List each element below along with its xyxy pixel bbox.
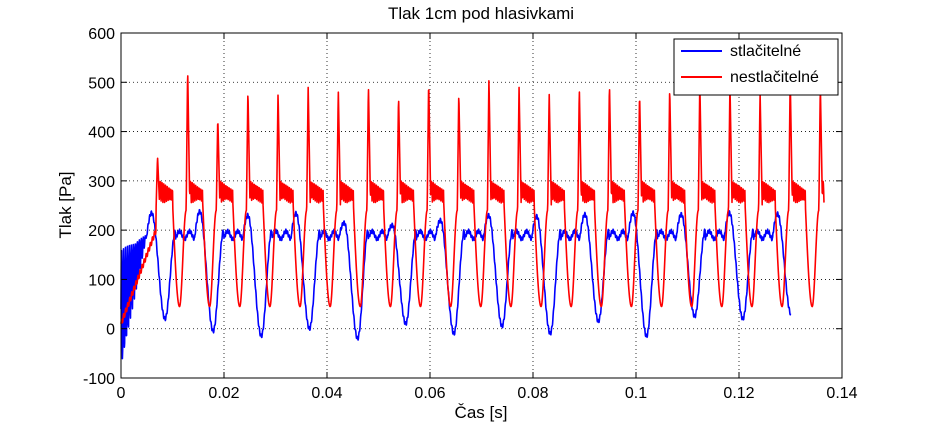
y-tick-label: 200 xyxy=(88,223,115,240)
y-tick-label: 500 xyxy=(88,75,115,92)
series-line-nestlacitelne xyxy=(120,75,825,324)
x-axis-title: Čas [s] xyxy=(455,403,508,422)
series-line-stlacitelne xyxy=(120,208,792,360)
x-tick-label: 0.14 xyxy=(826,385,857,402)
x-tick-label: 0.06 xyxy=(414,385,445,402)
x-tick-label: 0.02 xyxy=(208,385,239,402)
y-tick-label: -100 xyxy=(83,371,115,388)
x-tick-label: 0.04 xyxy=(311,385,342,402)
y-tick-label: 300 xyxy=(88,174,115,191)
y-tick-label: 600 xyxy=(88,26,115,43)
tick-labels: 0 0.02 0.04 0.06 0.08 0.1 0.12 0.14-10001002003… xyxy=(83,26,858,402)
plot-frame xyxy=(120,32,843,379)
chart-title: Tlak 1cm pod hlasivkami xyxy=(388,4,574,23)
y-axis-title: Tlak [Pa] xyxy=(56,171,75,238)
legend: stlačitelné nestlačitelné xyxy=(673,38,839,96)
ticks xyxy=(120,32,843,379)
y-tick-label: 0 xyxy=(106,322,115,339)
x-tick-label: 0.08 xyxy=(517,385,548,402)
y-tick-label: 400 xyxy=(88,125,115,142)
legend-label-stlacitelne: stlačitelné xyxy=(730,43,801,60)
legend-label-nestlacitelne: nestlačitelné xyxy=(730,69,819,86)
x-tick-label: 0.1 xyxy=(625,385,647,402)
legend-box xyxy=(673,38,839,96)
y-tick-label: 100 xyxy=(88,272,115,289)
x-tick-label: 0 xyxy=(117,385,126,402)
series-layer xyxy=(120,75,825,360)
x-tick-label: 0.12 xyxy=(723,385,754,402)
